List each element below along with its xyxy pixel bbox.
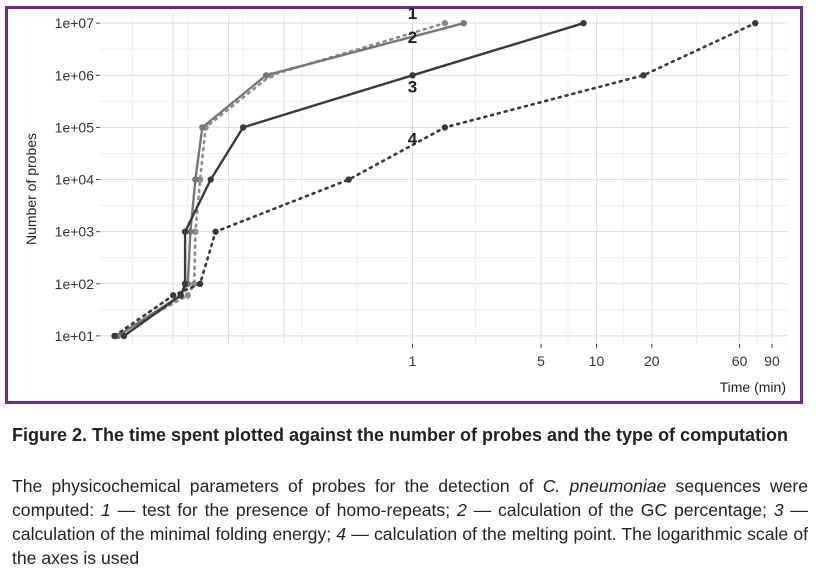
series-1-label: 1 [408, 4, 417, 23]
figure-caption: The physicochemical parameters of probes… [12, 474, 808, 570]
chart-svg: 1e+01 1e+02 1e+03 1e+04 1e+05 1e+06 1e+07 1 5 10 2… [23, 4, 788, 395]
y-axis-label: Number of probes [23, 133, 39, 245]
y-tick-label: 1e+07 [55, 15, 95, 31]
series-4-line [113, 21, 757, 338]
caption-d4: — calculation of the melting point. The … [12, 524, 808, 568]
x-axis-label: Time (min) [720, 379, 786, 395]
series-2-point [187, 228, 194, 235]
series-2-point [262, 72, 270, 79]
y-tick-label: 1e+03 [55, 224, 95, 240]
series-4-point [640, 72, 647, 79]
caption-n1: 1 [101, 500, 111, 520]
y-tick-label: 1e+02 [55, 276, 95, 292]
y-tick-label: 1e+06 [55, 67, 95, 83]
series-4-point [169, 292, 177, 299]
series-3-point [239, 124, 247, 131]
major-grid [100, 14, 788, 344]
series-2-label: 2 [408, 28, 417, 47]
series-3-point [181, 228, 189, 235]
series-4-point [212, 228, 219, 235]
x-tick-label: 10 [589, 353, 605, 369]
series-4-point [196, 280, 204, 288]
series-2-point [192, 176, 199, 183]
series-3-point [409, 72, 416, 79]
series-4-point [111, 332, 118, 340]
caption-n4: 4 [336, 524, 347, 544]
caption-d2: — calculation of the GC percentage; [466, 500, 774, 520]
series-3-point [207, 176, 214, 183]
series-4-point [345, 176, 352, 183]
series-3-point [580, 19, 587, 27]
figure-title: Figure 2. The time spent plotted against… [12, 425, 789, 445]
series-1-point [184, 292, 191, 299]
series-1-point [192, 228, 199, 235]
x-tick-label: 90 [764, 353, 780, 369]
series-3-point [120, 332, 128, 340]
x-tick-label: 20 [644, 353, 660, 369]
series-2-point [199, 124, 206, 131]
caption-n2: 2 [456, 500, 467, 520]
caption-n3: 3 [773, 500, 784, 520]
series-4 [111, 19, 759, 340]
x-tick-label: 1 [409, 353, 417, 369]
series-4-point [752, 19, 759, 27]
minor-grid [100, 14, 788, 344]
series-4-point [441, 124, 449, 131]
plot-panel [100, 14, 788, 344]
caption-after-organism: sequences were computed: [12, 476, 808, 520]
series-2-point [460, 19, 467, 27]
caption-d1: — test for the presence of homo-repeats; [110, 500, 457, 520]
caption-organism: C. pneumoniae [542, 476, 667, 496]
series-1-point [441, 19, 449, 27]
y-tick-label: 1e+05 [55, 119, 95, 135]
series-3-label: 3 [408, 77, 417, 96]
series-1-point [196, 176, 204, 183]
x-tick-label: 60 [732, 353, 748, 369]
y-tick-label: 1e+04 [55, 172, 95, 188]
series-4-label: 4 [408, 130, 418, 149]
x-tick-label: 5 [537, 353, 545, 369]
series-1-point [190, 280, 198, 288]
series-3-point [181, 280, 189, 288]
caption-d3: — calculation of the minimal folding ene… [12, 500, 809, 544]
caption-lead: The physicochemical parameters of probes… [12, 476, 543, 496]
y-tick-label: 1e+01 [55, 328, 95, 344]
